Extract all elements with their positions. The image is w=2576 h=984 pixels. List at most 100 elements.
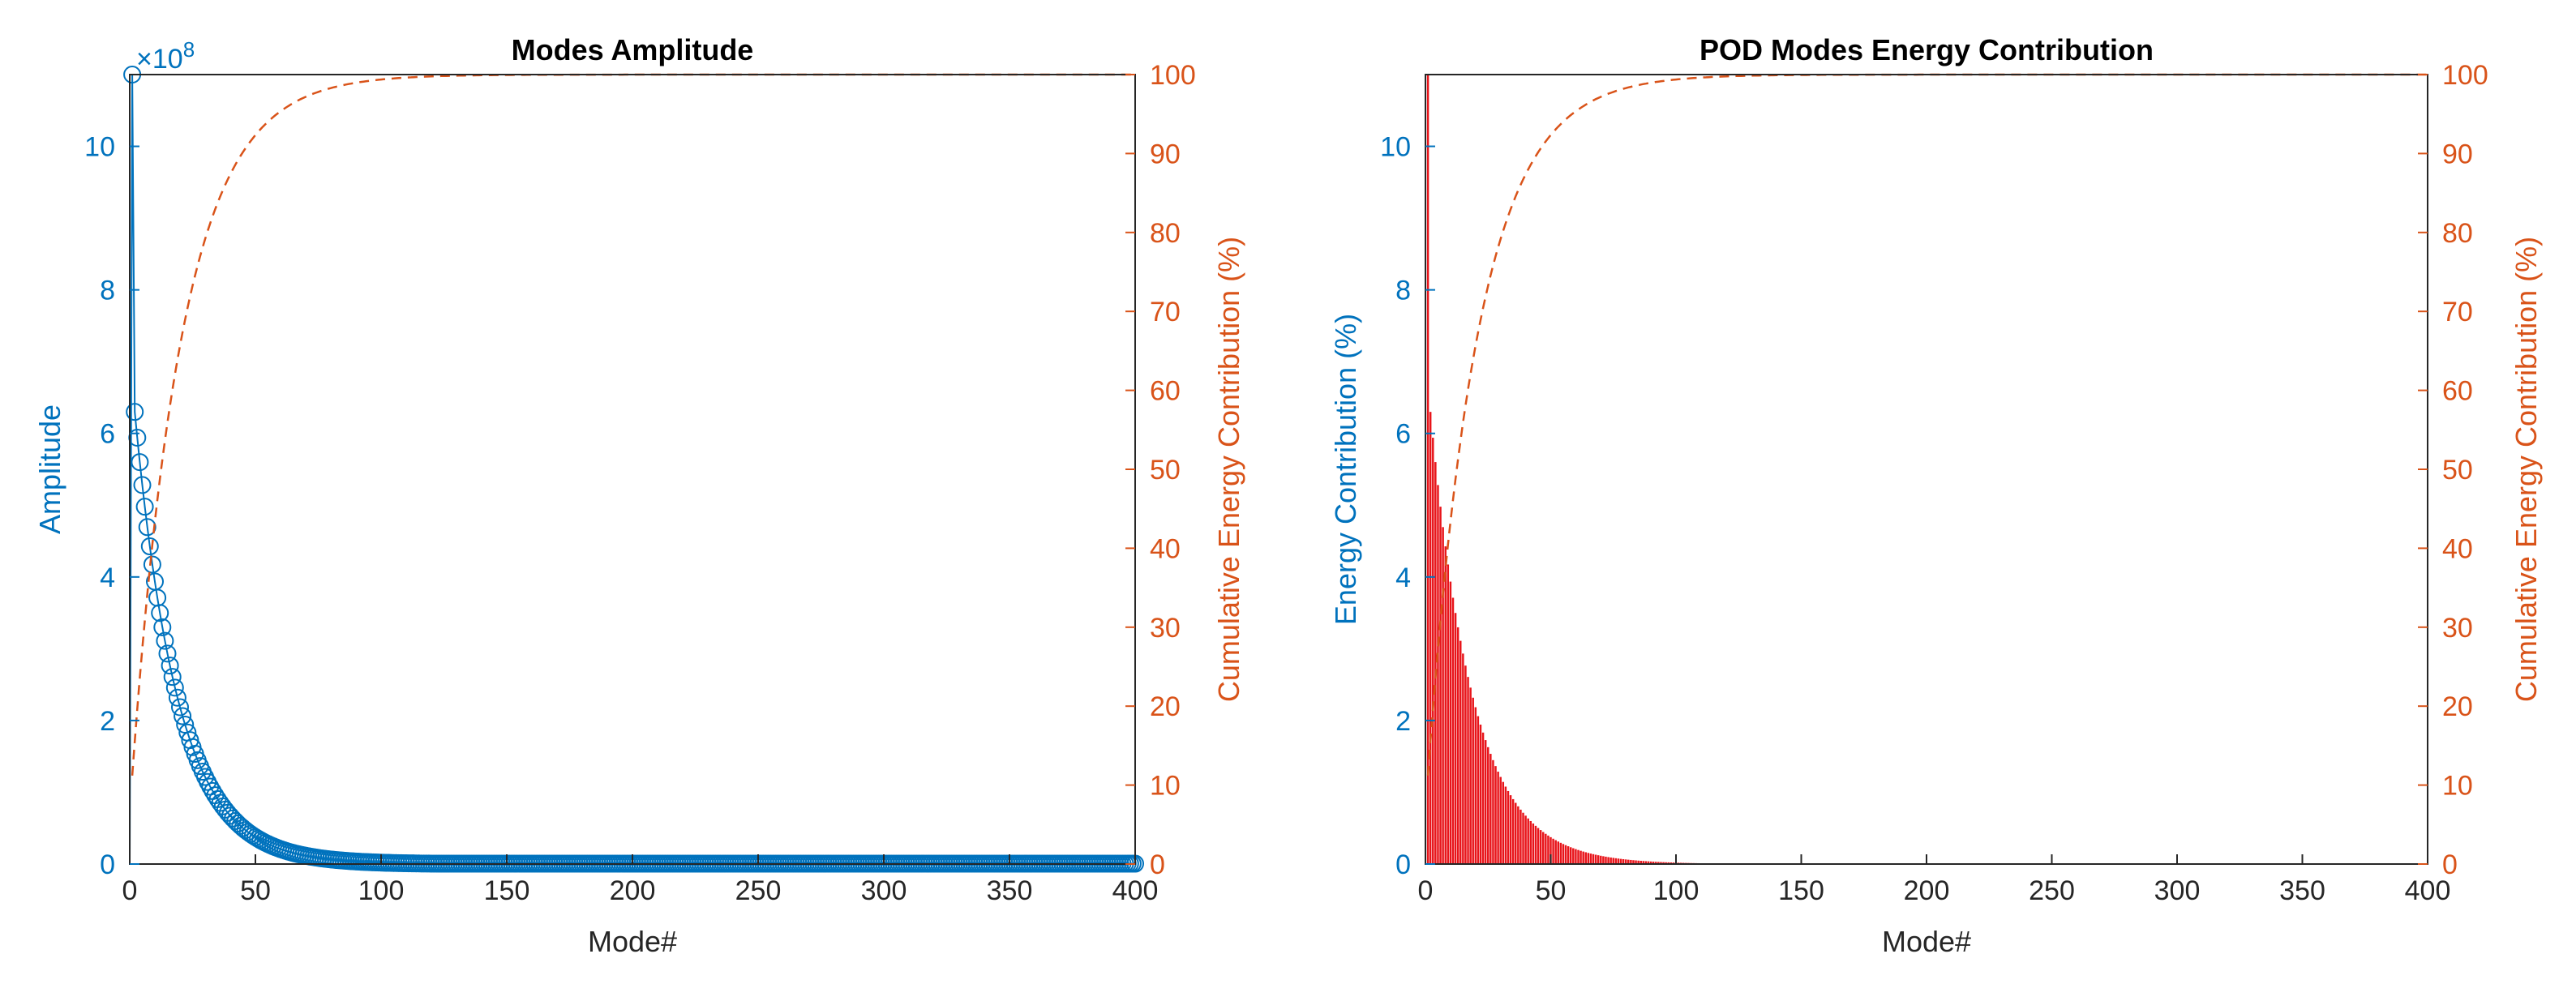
energy-bar (1547, 835, 1549, 864)
energy-bar (1481, 732, 1485, 864)
energy-bar (1539, 830, 1542, 864)
amplitude-marker (168, 688, 186, 707)
plot-area (123, 66, 1144, 873)
energy-bar (1541, 832, 1545, 864)
pod-energy-chart: POD Modes Energy Contribution Mode# Ener… (1329, 33, 2543, 958)
energy-bar (1509, 795, 1512, 864)
y-tick-label: 0 (100, 849, 115, 880)
cumulative-energy-line (131, 73, 1135, 776)
y2-tick-label: 40 (1150, 533, 1181, 564)
y2-tick-label: 90 (1150, 139, 1181, 169)
amplitude-marker (135, 498, 154, 516)
energy-bar (1442, 527, 1444, 864)
right-y-axis-label: Cumulative Energy Contribution (%) (2510, 237, 2543, 702)
energy-bar (1575, 849, 1577, 864)
energy-bar (1497, 772, 1499, 864)
y2-tick-label: 70 (2442, 297, 2473, 327)
amplitude-marker (126, 403, 144, 421)
amplitude-marker (176, 715, 195, 734)
energy-bar (1607, 857, 1609, 864)
energy-bar (1467, 677, 1469, 864)
amplitude-marker (131, 453, 149, 472)
x-tick-label: 150 (1778, 875, 1824, 906)
modes-amplitude-chart: Modes Amplitude ×108 Mode# Amplitude Cum… (33, 33, 1245, 958)
energy-bar (1472, 697, 1474, 864)
y-tick-label: 8 (100, 276, 115, 306)
axes-frame (1425, 74, 2428, 865)
left-y-axis-label: Energy Contribution (%) (1329, 314, 1362, 625)
y2-tick-label: 0 (2442, 849, 2458, 880)
y2-tick-label: 20 (1150, 691, 1181, 722)
energy-bar (1605, 856, 1607, 864)
x-tick-label: 50 (1536, 875, 1567, 906)
energy-bar (1557, 841, 1560, 864)
x-tick-label: 50 (240, 875, 271, 906)
energy-bar (1447, 564, 1450, 864)
energy-bar (1489, 754, 1492, 864)
energy-bar (1439, 507, 1442, 864)
energy-bar (1662, 862, 1665, 864)
y2-tick-label: 0 (1150, 849, 1165, 880)
y2-tick-label: 50 (2442, 455, 2473, 486)
chart-title: POD Modes Energy Contribution (1699, 33, 2154, 66)
energy-bar (1426, 75, 1429, 864)
energy-bar (1454, 613, 1457, 864)
x-tick-label: 100 (358, 875, 405, 906)
x-tick-label: 300 (2154, 875, 2201, 906)
y-tick-label: 10 (84, 132, 115, 163)
energy-bar (1517, 806, 1519, 864)
x-tick-label: 200 (610, 875, 656, 906)
energy-bar (1449, 581, 1452, 864)
energy-bar (1515, 802, 1517, 864)
energy-bar (1587, 853, 1590, 864)
right-y-axis-label: Cumulative Energy Contribution (%) (1212, 237, 1245, 702)
energy-bar (1444, 546, 1447, 864)
amplitude-marker (163, 668, 182, 687)
x-tick-label: 150 (484, 875, 530, 906)
x-axis-label: Mode# (1882, 925, 1971, 958)
energy-bar (1511, 798, 1515, 864)
amplitude-marker (171, 698, 189, 717)
energy-bar (1597, 855, 1600, 864)
y2-tick-label: 10 (2442, 771, 2473, 802)
x-tick-label: 300 (861, 875, 907, 906)
y2-tick-label: 80 (1150, 218, 1181, 249)
y2-tick-label: 30 (2442, 613, 2473, 644)
energy-bar (1630, 859, 1632, 864)
x-tick-label: 0 (1418, 875, 1434, 906)
y-tick-label: 8 (1395, 276, 1411, 306)
amplitude-marker (153, 618, 172, 636)
y-tick-label: 4 (100, 563, 115, 593)
amplitude-marker (156, 631, 174, 650)
x-tick-label: 250 (2029, 875, 2075, 906)
energy-bar (1545, 833, 1547, 864)
y-tick-label: 6 (1395, 419, 1411, 450)
amplitude-marker (161, 657, 179, 675)
amplitude-marker (158, 644, 177, 663)
amplitude-marker (151, 604, 169, 622)
energy-bar (1554, 840, 1557, 864)
energy-bar (1642, 861, 1645, 864)
energy-bar (1459, 640, 1462, 864)
energy-bar (1622, 858, 1625, 864)
y-tick-label: 6 (100, 419, 115, 450)
energy-bar (1572, 848, 1575, 864)
energy-bar (1559, 842, 1562, 864)
amplitude-line (129, 74, 1135, 865)
energy-bar (1589, 854, 1592, 864)
energy-bar (1647, 861, 1650, 864)
energy-bar (1492, 759, 1494, 864)
energy-bar (1537, 828, 1540, 864)
energy-bar (1614, 858, 1618, 864)
energy-bar (1584, 852, 1587, 864)
energy-bar (1609, 857, 1612, 864)
energy-bar (1519, 809, 1522, 864)
energy-bar (1562, 844, 1565, 864)
energy-bar (1507, 790, 1510, 864)
energy-bar (1456, 627, 1459, 864)
energy-bar (1624, 859, 1627, 864)
x-tick-label: 400 (2405, 875, 2451, 906)
energy-bar (1434, 462, 1437, 864)
y-tick-label: 10 (1380, 132, 1411, 163)
